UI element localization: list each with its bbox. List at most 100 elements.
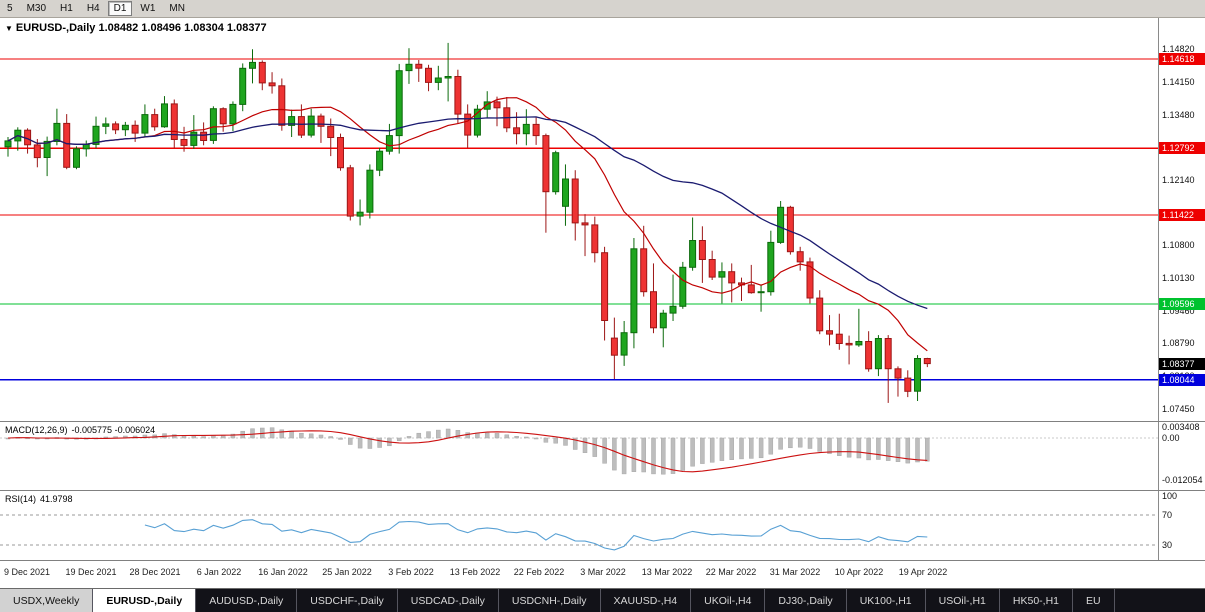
candle xyxy=(258,61,266,84)
price-axis-label: 1.14820 xyxy=(1162,44,1195,55)
macd-values: -0.005775 -0.006024 xyxy=(71,425,156,435)
macd-histogram-bar xyxy=(895,437,901,462)
candle xyxy=(356,211,364,217)
macd-histogram-bar xyxy=(318,434,324,439)
timeframe-toolbar: 5 M30 H1 H4 D1 W1 MN xyxy=(0,0,1205,18)
price-axis-label: 1.12140 xyxy=(1162,174,1195,185)
rsi-plot[interactable] xyxy=(0,491,1158,560)
candle xyxy=(904,377,912,392)
candle xyxy=(376,150,384,171)
rsi-axis[interactable]: 100 70 30 xyxy=(1158,491,1205,560)
macd-histogram-bar xyxy=(582,437,588,453)
candle xyxy=(297,116,305,136)
macd-histogram-bar xyxy=(905,437,911,464)
price-badge-1.08044: 1.08044 xyxy=(1159,374,1205,386)
tab-hk50-h1[interactable]: HK50-,H1 xyxy=(1000,589,1074,612)
candle xyxy=(747,284,755,294)
tab-usdcnh-daily[interactable]: USDCNH-,Daily xyxy=(499,589,601,612)
price-axis-label: 1.13480 xyxy=(1162,109,1195,120)
candle xyxy=(415,63,423,69)
current-price-badge: 1.08377 xyxy=(1159,358,1205,370)
tab-usdx-weekly[interactable]: USDX,Weekly xyxy=(0,589,94,612)
tab-uk100-h1[interactable]: UK100-,H1 xyxy=(847,589,926,612)
macd-histogram-bar xyxy=(837,437,842,456)
timeframe-button-d1[interactable]: D1 xyxy=(107,1,133,16)
macd-histogram-bar xyxy=(484,432,490,439)
macd-histogram-bar xyxy=(543,437,549,443)
rsi-axis-label: 70 xyxy=(1162,510,1173,521)
symbol-tabs: USDX,Weekly EURUSD-,Daily AUDUSD-,Daily USD… xyxy=(0,588,1205,612)
rsi-title: RSI(14) xyxy=(5,494,37,504)
candle xyxy=(209,108,217,141)
candle xyxy=(43,140,51,159)
macd-histogram-bar xyxy=(797,437,803,448)
tab-dj30-daily[interactable]: DJ30-,Daily xyxy=(765,589,847,612)
macd-histogram-bar xyxy=(788,437,793,449)
quote-ohlc: 1.08482 1.08496 1.08304 1.08377 xyxy=(98,22,267,34)
macd-histogram-bar xyxy=(142,434,148,439)
macd-histogram-bar xyxy=(250,428,255,439)
candle xyxy=(464,113,472,136)
candle xyxy=(513,127,521,135)
tab-usdchf-daily[interactable]: USDCHF-,Daily xyxy=(297,589,398,612)
timeframe-button-h4[interactable]: H4 xyxy=(86,3,100,14)
macd-histogram-bar xyxy=(230,433,236,439)
tab-usoil-h1[interactable]: USOil-,H1 xyxy=(926,589,1000,612)
time-axis-label: 25 Jan 2022 xyxy=(322,567,372,577)
macd-histogram-bar xyxy=(856,437,862,459)
timeframe-button-h1[interactable]: H1 xyxy=(60,3,73,14)
candle xyxy=(650,291,657,329)
rsi-panel: RSI(14) 41.9798 100 70 30 xyxy=(0,491,1205,560)
price-axis-label: 1.07450 xyxy=(1162,403,1195,414)
candle xyxy=(444,76,452,79)
price-axis-label: 1.08790 xyxy=(1162,338,1195,349)
candle xyxy=(385,135,393,152)
price-plot[interactable] xyxy=(0,18,1158,421)
macd-histogram-bar xyxy=(866,437,871,461)
macd-histogram-bar xyxy=(367,437,373,449)
macd-histogram-bar xyxy=(612,437,617,471)
macd-histogram-bar xyxy=(279,429,285,439)
candle xyxy=(728,271,736,284)
candle xyxy=(190,131,198,146)
timeframe-button-w1[interactable]: W1 xyxy=(140,3,156,14)
tab-audusd-daily[interactable]: AUDUSD-,Daily xyxy=(196,589,298,612)
tab-eurusd-daily[interactable]: EURUSD-,Daily xyxy=(93,589,197,612)
panel-separator[interactable] xyxy=(0,490,1205,491)
candle xyxy=(591,224,599,254)
candle xyxy=(669,305,677,314)
macd-histogram-bar xyxy=(729,437,734,460)
panel-separator[interactable] xyxy=(0,421,1205,422)
price-axis[interactable]: 1.148201.141501.134801.128101.121401.114… xyxy=(1158,18,1205,421)
candle xyxy=(82,143,90,150)
symbol-dropdown-icon[interactable]: ▼ xyxy=(5,24,13,33)
tab-ukoil-h4[interactable]: UKOil-,H4 xyxy=(691,589,766,612)
candle xyxy=(689,240,697,268)
macd-histogram-bar xyxy=(758,437,764,459)
candle xyxy=(395,70,403,137)
macd-axis[interactable]: 0.003408 0.00 -0.012054 xyxy=(1158,422,1205,490)
tab-usdcad-daily[interactable]: USDCAD-,Daily xyxy=(398,589,499,612)
macd-histogram-bar xyxy=(700,437,705,464)
candle xyxy=(874,338,882,370)
quote-header: ▼ EURUSD-,Daily 1.08482 1.08496 1.08304 1… xyxy=(5,22,267,34)
timeframe-button-mn[interactable]: MN xyxy=(169,3,185,14)
timeframe-button-m30[interactable]: M30 xyxy=(26,3,47,14)
time-axis-label: 19 Dec 2021 xyxy=(65,567,117,577)
candle xyxy=(708,259,716,278)
rsi-label: RSI(14) 41.9798 xyxy=(5,494,77,504)
tab-eu[interactable]: EU xyxy=(1073,589,1115,612)
macd-histogram-bar xyxy=(592,437,598,457)
candle xyxy=(640,248,648,293)
time-axis[interactable]: 9 Dec 2021 19 Dec 2021 28 Dec 2021 6 Jan 20… xyxy=(0,560,1205,588)
candle xyxy=(229,103,237,125)
tab-xauusd-h4[interactable]: XAUUSD-,H4 xyxy=(601,589,692,612)
candle xyxy=(327,125,335,139)
candle xyxy=(630,248,638,334)
timeframe-button-5[interactable]: 5 xyxy=(7,3,13,14)
macd-histogram-bar xyxy=(690,437,695,467)
candle xyxy=(826,330,833,335)
macd-plot[interactable] xyxy=(0,422,1158,490)
candle xyxy=(923,358,931,365)
